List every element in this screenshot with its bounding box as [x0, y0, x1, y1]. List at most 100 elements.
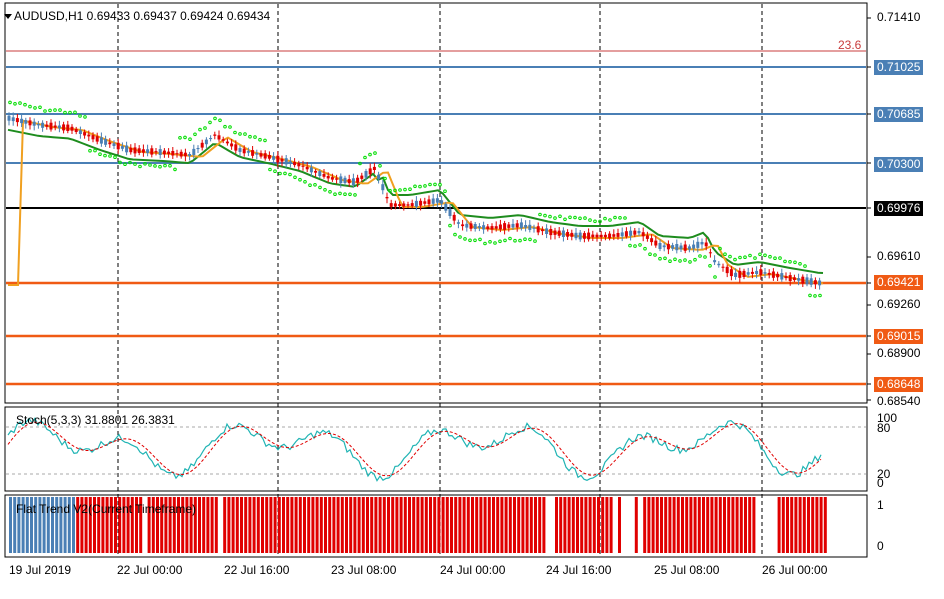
flat-trend-bar	[9, 497, 12, 553]
candle-body	[284, 158, 288, 165]
candle-body	[330, 177, 334, 180]
flat-trend-bar	[307, 497, 311, 553]
candle-body	[70, 126, 74, 131]
level-tag: 0.70300	[874, 157, 924, 172]
candle-body	[566, 232, 570, 237]
candle-body	[624, 231, 628, 237]
sar-dot	[658, 256, 662, 261]
flat-trend-bar	[156, 497, 159, 553]
sar-dot	[408, 187, 412, 191]
sar-dot	[743, 255, 747, 260]
candle-body	[763, 272, 767, 274]
sar-dot	[723, 252, 727, 256]
price-tick: 0.71410	[877, 10, 921, 24]
flat-trend-bar	[693, 497, 697, 553]
candle-body	[267, 155, 271, 159]
flat-trend-bar	[731, 497, 735, 553]
sar-dot	[128, 160, 132, 165]
sar-dot	[213, 116, 217, 121]
sar-dot	[728, 254, 732, 259]
sar-dot	[798, 262, 802, 266]
sar-dot	[178, 136, 182, 140]
sar-dot	[608, 218, 612, 222]
candle-body	[314, 170, 318, 173]
flat-trend-bar	[534, 497, 537, 553]
sar-dot	[818, 293, 822, 298]
candle-body	[440, 200, 444, 204]
sar-dot	[663, 256, 667, 261]
sar-dot	[763, 253, 767, 258]
candle-body	[595, 234, 599, 238]
sar-dot	[373, 151, 377, 155]
flat-trend-bar	[710, 497, 714, 553]
sar-dot	[508, 236, 512, 241]
sar-dot	[488, 240, 492, 244]
candle-body	[792, 277, 796, 281]
flat-trend-bar	[500, 497, 504, 553]
flat-trend-bar	[366, 497, 369, 553]
flat-trend-bar	[672, 497, 676, 553]
flat-trend-bar	[525, 497, 529, 553]
sar-dot	[593, 219, 597, 224]
candle-body	[188, 154, 192, 156]
candle-body	[524, 225, 528, 228]
sar-dot	[198, 127, 202, 132]
flat-trend-bar	[97, 497, 101, 553]
sar-dot	[583, 216, 587, 220]
candle-body	[141, 149, 145, 153]
candle-body	[444, 203, 448, 211]
stoch-main-line	[7, 416, 822, 482]
sar-dot	[628, 243, 632, 248]
sar-dot	[768, 254, 772, 259]
candle-body	[650, 238, 654, 243]
flat-trend-bar	[571, 497, 575, 553]
candle-body	[41, 122, 45, 128]
sar-dot	[173, 167, 177, 172]
dropdown-triangle-icon[interactable]	[4, 14, 12, 19]
candle-body	[192, 148, 196, 155]
candle-body	[347, 179, 351, 184]
candle-body	[477, 226, 481, 228]
candle-body	[74, 129, 78, 132]
flat-trend-bar	[55, 497, 59, 553]
candle-body	[364, 171, 368, 178]
candle-body	[687, 246, 691, 250]
sar-dot	[33, 106, 37, 110]
sar-dot	[808, 293, 812, 298]
candle-body	[200, 142, 204, 148]
flat-trend-bar	[466, 497, 470, 553]
candle-body	[196, 148, 200, 150]
sar-dot	[613, 215, 617, 220]
sar-dot	[118, 160, 122, 165]
flat-trend-bar	[67, 497, 71, 553]
candle-body	[322, 174, 326, 177]
candle-body	[721, 266, 725, 268]
flat-trend-bar	[777, 497, 781, 553]
sar-dot	[88, 148, 92, 153]
candle-body	[675, 244, 679, 251]
candle-body	[503, 223, 507, 230]
sar-dot	[108, 154, 112, 158]
flat-trend-bar	[752, 497, 756, 553]
flat-trend-bar	[59, 497, 63, 553]
stoch-axis-tick: 20	[877, 467, 891, 481]
flat-trend-bar	[634, 497, 638, 553]
candle-body	[45, 124, 49, 127]
flat-trend-bar	[576, 497, 579, 553]
flat-axis-tick: 1	[877, 498, 884, 512]
flat-trend-bar	[584, 497, 588, 553]
candle-body	[713, 260, 717, 263]
flat-trend-bar	[374, 497, 378, 553]
flat-trend-bar	[101, 497, 105, 553]
flat-trend-bar	[475, 497, 479, 553]
sar-dot	[23, 102, 27, 107]
flat-trend-bar	[664, 497, 668, 553]
sar-dot	[693, 257, 697, 262]
flat-trend-bar	[807, 497, 810, 553]
sar-dot	[208, 120, 212, 125]
candle-body	[549, 229, 553, 236]
sar-dot	[143, 162, 147, 166]
candle-body	[116, 142, 120, 150]
flat-trend-bar	[361, 497, 365, 553]
